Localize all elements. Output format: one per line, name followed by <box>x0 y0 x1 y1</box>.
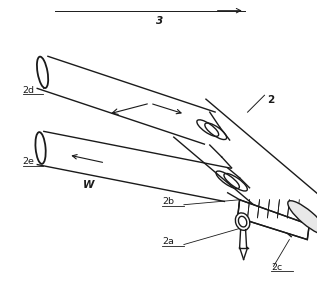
Ellipse shape <box>35 132 46 164</box>
Text: 2e: 2e <box>23 157 35 166</box>
Text: 2: 2 <box>267 95 275 105</box>
Text: 2a: 2a <box>162 237 174 246</box>
Polygon shape <box>238 200 309 240</box>
Ellipse shape <box>238 216 247 227</box>
Text: 2b: 2b <box>162 197 174 206</box>
Text: 2c: 2c <box>272 263 283 272</box>
Text: W: W <box>83 180 94 190</box>
Ellipse shape <box>37 57 48 88</box>
Ellipse shape <box>235 213 250 230</box>
Ellipse shape <box>288 201 318 235</box>
Text: 3: 3 <box>156 16 164 25</box>
Text: 2d: 2d <box>23 86 35 95</box>
